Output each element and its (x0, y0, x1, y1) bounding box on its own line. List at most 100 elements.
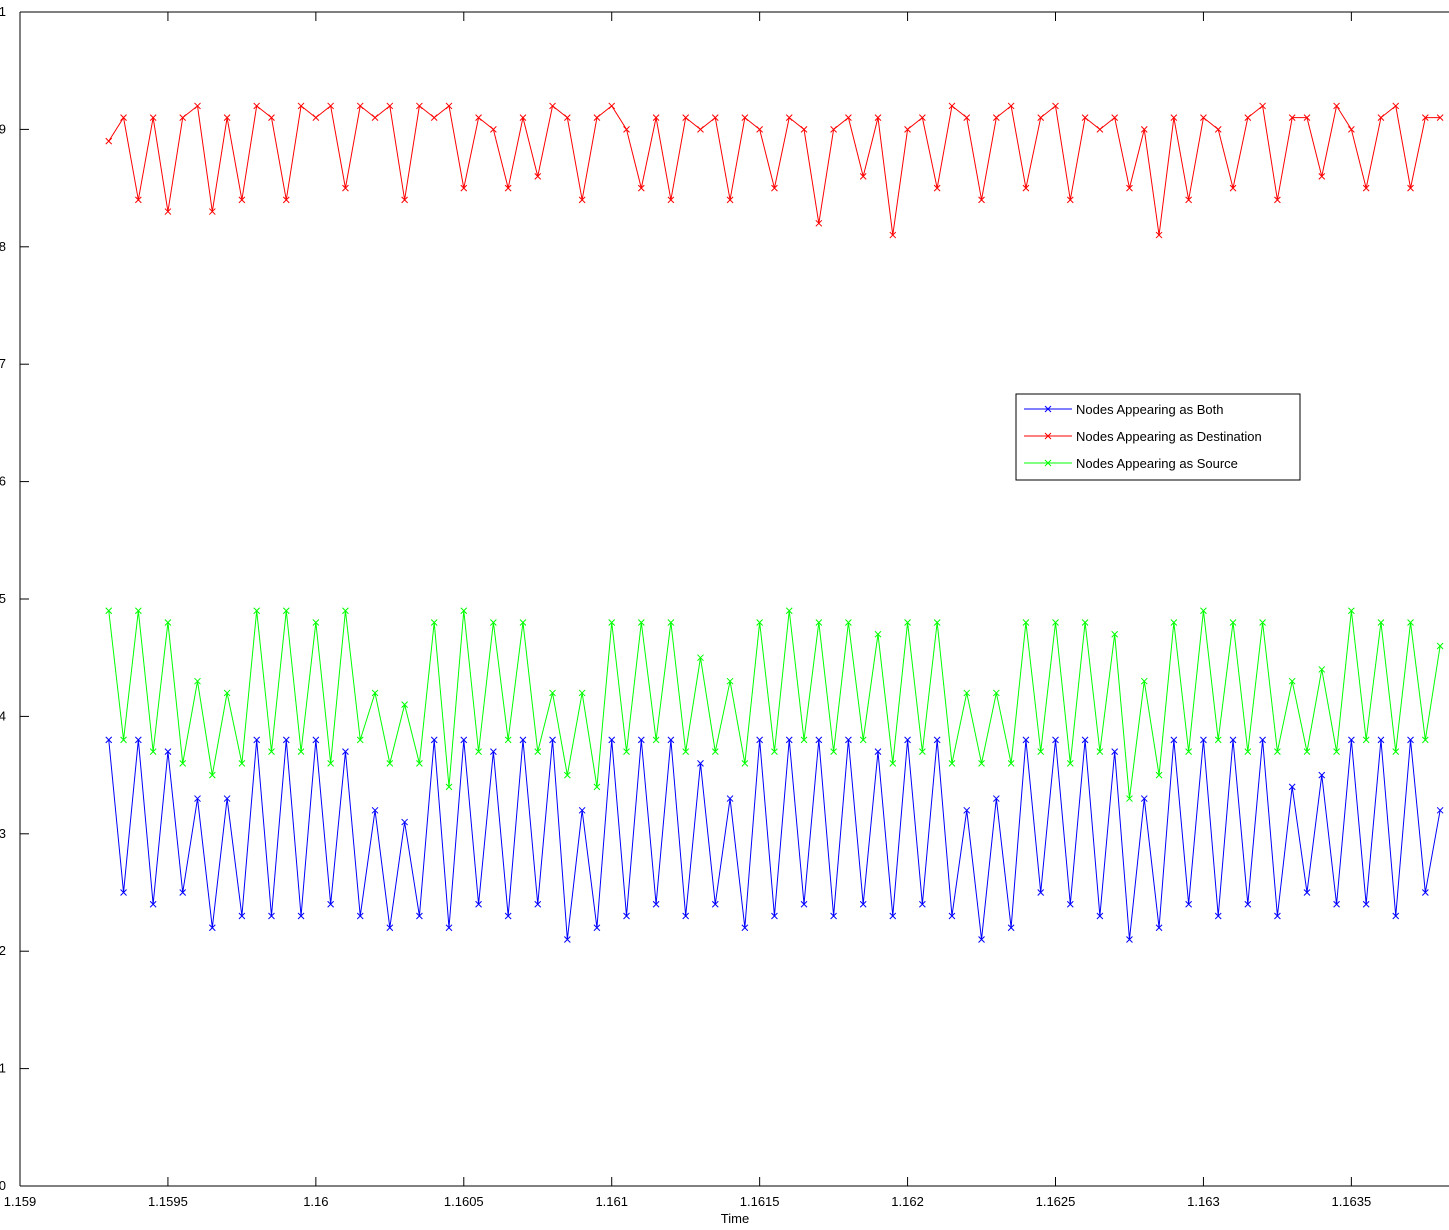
point-marker (889, 760, 897, 767)
point-marker (830, 912, 837, 920)
point-marker (356, 912, 364, 920)
point-marker (371, 114, 379, 122)
point-marker (1111, 748, 1119, 755)
point-marker (652, 900, 660, 908)
point-marker (120, 889, 127, 896)
point-marker (1185, 748, 1192, 755)
point-marker (1348, 736, 1355, 744)
x-tick-label: 1.1625 (1036, 1194, 1076, 1209)
point-marker (741, 760, 749, 767)
legend-label: Nodes Appearing as Both (1076, 402, 1223, 417)
point-marker (1081, 114, 1089, 122)
point-marker (1244, 748, 1252, 755)
point-marker (1259, 736, 1266, 744)
x-tick-label: 1.161 (595, 1194, 628, 1209)
point-marker (460, 184, 468, 192)
point-marker (889, 231, 897, 239)
x-axis-label: Time (721, 1211, 749, 1226)
point-marker (1170, 736, 1178, 744)
point-marker (149, 114, 157, 122)
point-marker (623, 748, 630, 755)
legend-marker (1044, 459, 1052, 467)
point-marker (312, 619, 320, 626)
y-tick-label: 0.8 (0, 239, 6, 254)
point-marker (430, 736, 438, 744)
legend-marker (1044, 405, 1052, 413)
point-marker (1214, 912, 1222, 920)
point-marker (223, 795, 231, 802)
point-marker (1126, 184, 1133, 192)
legend-box (1015, 393, 1301, 481)
point-marker (1377, 736, 1385, 744)
point-marker (416, 760, 423, 767)
point-marker (1200, 736, 1207, 744)
point-marker (342, 607, 349, 615)
point-marker (445, 783, 453, 791)
point-marker (134, 607, 142, 615)
point-marker (711, 114, 719, 122)
point-marker (1303, 748, 1311, 755)
point-marker (386, 102, 394, 110)
point-marker (356, 102, 364, 110)
point-marker (164, 208, 172, 215)
point-marker (711, 748, 719, 755)
point-marker (490, 748, 497, 755)
point-marker (312, 736, 320, 744)
point-marker (120, 736, 127, 744)
point-marker (963, 114, 971, 122)
point-marker (1318, 666, 1326, 673)
point-marker (194, 102, 201, 110)
point-marker (1022, 619, 1030, 626)
point-marker (756, 619, 764, 626)
point-marker (800, 736, 808, 744)
point-marker (1303, 889, 1311, 896)
point-marker (120, 114, 127, 122)
x-tick-label: 1.159 (4, 1194, 37, 1209)
point-marker (637, 184, 645, 192)
point-marker (1348, 607, 1355, 615)
point-marker (342, 184, 349, 192)
point-marker (490, 126, 497, 133)
legend-marker (1044, 432, 1052, 440)
point-marker (1421, 889, 1429, 896)
point-marker (874, 748, 882, 755)
point-marker (268, 912, 275, 920)
point-marker (1111, 630, 1119, 638)
point-marker (1421, 114, 1429, 122)
point-marker (386, 760, 394, 767)
y-tick-label: 1 (0, 4, 6, 19)
point-marker (726, 196, 734, 204)
point-marker (682, 114, 690, 122)
legend-label: Nodes Appearing as Source (1076, 456, 1238, 471)
point-marker (1037, 889, 1045, 896)
point-marker (667, 619, 675, 626)
point-marker (1066, 196, 1074, 204)
point-marker (164, 619, 172, 626)
point-marker (179, 760, 187, 767)
point-marker (1170, 114, 1178, 122)
point-marker (253, 607, 261, 615)
point-marker (593, 783, 601, 791)
point-marker (253, 102, 261, 110)
point-marker (1214, 126, 1222, 133)
point-marker (800, 126, 808, 133)
point-marker (1288, 783, 1296, 791)
point-marker (771, 748, 778, 755)
point-marker (859, 736, 867, 744)
y-tick-label: 0.9 (0, 121, 6, 136)
point-marker (1377, 114, 1385, 122)
y-tick-label: 0.5 (0, 591, 6, 606)
point-marker (504, 184, 512, 192)
point-marker (519, 736, 527, 744)
point-marker (815, 736, 823, 744)
point-marker (342, 748, 349, 755)
point-marker (874, 114, 882, 122)
point-marker (1037, 114, 1045, 122)
x-tick-label: 1.1595 (148, 1194, 188, 1209)
point-marker (519, 114, 527, 122)
point-marker (608, 619, 616, 626)
point-marker (134, 736, 142, 744)
point-marker (1259, 619, 1266, 626)
point-marker (1140, 126, 1148, 133)
